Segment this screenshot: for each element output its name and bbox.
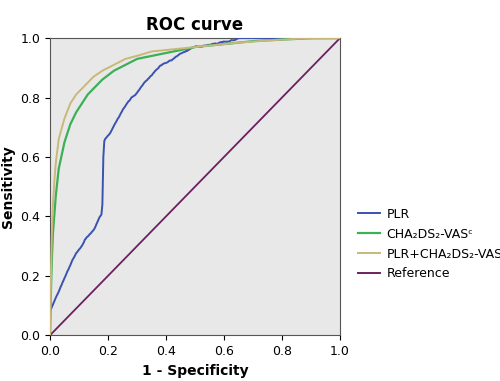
Title: ROC curve: ROC curve <box>146 16 244 34</box>
X-axis label: 1 - Specificity: 1 - Specificity <box>142 363 248 378</box>
Y-axis label: Sensitivity: Sensitivity <box>0 145 14 228</box>
Legend: PLR, CHA₂DS₂-VASᶜ, PLR+CHA₂DS₂-VASᶜ, Reference: PLR, CHA₂DS₂-VASᶜ, PLR+CHA₂DS₂-VASᶜ, Ref… <box>358 208 500 280</box>
